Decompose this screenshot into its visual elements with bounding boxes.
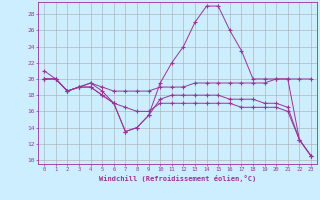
X-axis label: Windchill (Refroidissement éolien,°C): Windchill (Refroidissement éolien,°C) (99, 175, 256, 182)
